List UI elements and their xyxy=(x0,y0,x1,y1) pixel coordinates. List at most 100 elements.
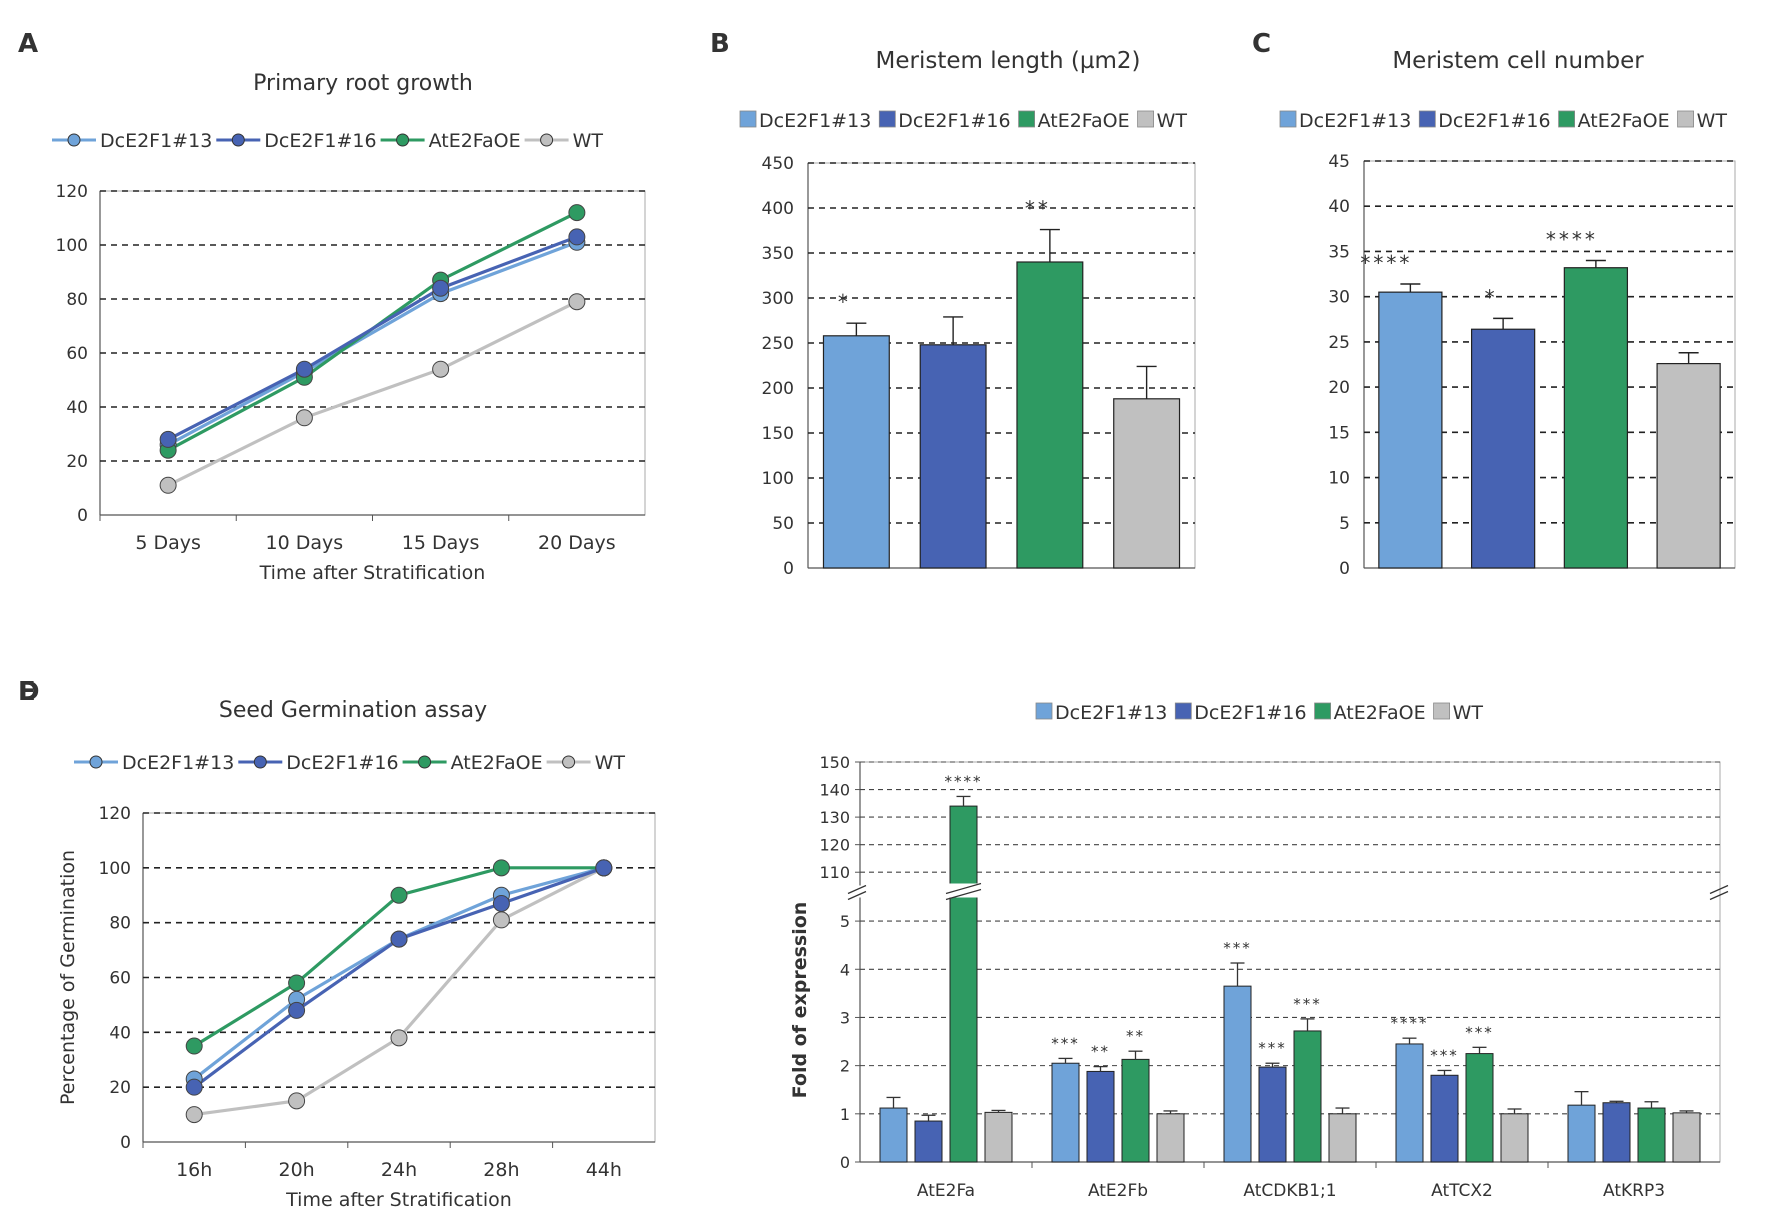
bar-break-mark xyxy=(945,882,982,895)
x-tick-label: 44h xyxy=(586,1159,622,1181)
y-tick-label: 110 xyxy=(819,863,850,882)
y-tick-label: 80 xyxy=(66,290,88,310)
bar-break-gap xyxy=(947,883,980,898)
plot-frame xyxy=(859,761,1721,1163)
legend-marker xyxy=(562,755,576,769)
legend-label: DcE2F1#16 xyxy=(1194,702,1306,724)
bar xyxy=(1258,1066,1287,1163)
x-tick-label: 20 Days xyxy=(538,532,616,554)
x-tick-label: AtE2Fb xyxy=(1088,1181,1148,1201)
series-line xyxy=(167,240,578,447)
x-tick-label: 20h xyxy=(278,1159,314,1181)
legend-label: WT xyxy=(595,752,626,774)
y-tick-label: 140 xyxy=(819,781,850,800)
y-tick-label: 400 xyxy=(762,199,794,219)
y-tick-label: 150 xyxy=(819,753,850,772)
y-tick-label: 1 xyxy=(840,1105,850,1124)
panel-C: C Meristem cell number DcE2F1#13 DcE2F1#16 A… xyxy=(1252,29,1736,579)
bar xyxy=(919,344,987,569)
data-point xyxy=(568,204,586,222)
data-point xyxy=(390,930,408,948)
bar xyxy=(949,805,978,1163)
bar xyxy=(1395,1043,1424,1163)
bar xyxy=(1602,1102,1631,1163)
significance-mark: ** xyxy=(1025,197,1051,221)
legend-label: DcE2F1#13 xyxy=(1055,702,1167,724)
y-tick-label: 300 xyxy=(762,289,794,309)
y-tick-label: 20 xyxy=(66,452,88,472)
x-tick-label: AtE2Fa xyxy=(917,1181,975,1201)
y-tick-label: 40 xyxy=(66,398,88,418)
y-tick-label: 100 xyxy=(762,469,794,489)
legend-swatch xyxy=(739,110,757,128)
bar xyxy=(1086,1070,1115,1163)
y-tick-label: 0 xyxy=(120,1133,131,1153)
data-point xyxy=(288,1092,306,1110)
x-tick-label: 28h xyxy=(483,1159,519,1181)
axis-break-mark xyxy=(847,884,867,895)
legend-label: DcE2F1#13 xyxy=(100,130,212,152)
legend-label: DcE2F1#13 xyxy=(1299,110,1411,132)
bar xyxy=(1051,1062,1080,1163)
legend-marker xyxy=(540,133,554,147)
axis-break-mark xyxy=(1709,884,1729,895)
significance-mark: *** xyxy=(1051,1034,1080,1052)
y-tick-label: 15 xyxy=(1328,423,1350,443)
series-line xyxy=(167,235,578,441)
bar xyxy=(1656,362,1721,569)
bar xyxy=(1672,1112,1701,1163)
bar xyxy=(1113,398,1181,569)
bar xyxy=(822,335,890,569)
panel-label: B xyxy=(710,29,730,59)
x-tick-label: AtKRP3 xyxy=(1603,1181,1665,1201)
panel-label: A xyxy=(18,29,38,59)
y-tick-label: 60 xyxy=(109,969,131,989)
legend-marker xyxy=(396,133,410,147)
axis-break-mark xyxy=(1709,890,1729,901)
data-point xyxy=(295,409,313,427)
bar xyxy=(1328,1113,1357,1163)
panel-label: C xyxy=(1252,29,1271,59)
data-point xyxy=(185,1078,203,1096)
y-tick-label: 20 xyxy=(1328,378,1350,398)
y-tick-label: 100 xyxy=(99,859,131,879)
y-tick-label: 100 xyxy=(56,236,88,256)
bar xyxy=(1430,1074,1459,1163)
significance-mark: *** xyxy=(1293,995,1322,1013)
legend: DcE2F1#13 DcE2F1#16 AtE2FaOE WT xyxy=(74,752,625,774)
significance-mark: **** xyxy=(1360,251,1412,275)
bar xyxy=(1223,985,1252,1163)
panel-A: A Primary root growth DcE2F1#13 DcE2F1#16 At… xyxy=(18,29,646,584)
legend-label: WT xyxy=(1453,702,1484,724)
significance-mark: **** xyxy=(945,772,983,790)
legend-swatch xyxy=(1418,110,1436,128)
y-tick-label: 25 xyxy=(1328,333,1350,353)
legend-label: AtE2FaOE xyxy=(451,752,543,774)
y-tick-label: 45 xyxy=(1328,152,1350,172)
bar xyxy=(984,1111,1013,1163)
legend-label: WT xyxy=(573,130,604,152)
legend-swatch xyxy=(1677,110,1694,128)
bar xyxy=(1637,1107,1666,1163)
legend-marker xyxy=(253,755,267,769)
y-tick-label: 4 xyxy=(840,960,850,979)
data-point xyxy=(390,886,408,904)
significance-mark: ** xyxy=(1091,1043,1110,1061)
data-point xyxy=(568,228,586,246)
y-tick-label: 5 xyxy=(1339,514,1350,534)
y-axis-label: Fold of expression xyxy=(789,902,811,1099)
legend-marker xyxy=(67,133,81,147)
data-point xyxy=(288,1001,306,1019)
significance-mark: * xyxy=(1485,285,1498,309)
y-tick-label: 0 xyxy=(77,506,88,526)
significance-mark: *** xyxy=(1223,939,1252,957)
data-point xyxy=(185,1037,203,1055)
y-tick-label: 10 xyxy=(1328,469,1350,489)
bar xyxy=(1293,1030,1322,1163)
panel-B: B Meristem length (µm2) DcE2F1#13 DcE2F1#16… xyxy=(710,29,1196,579)
legend-marker xyxy=(231,133,245,147)
legend-label: WT xyxy=(1157,110,1188,132)
legend-swatch xyxy=(1018,110,1035,128)
